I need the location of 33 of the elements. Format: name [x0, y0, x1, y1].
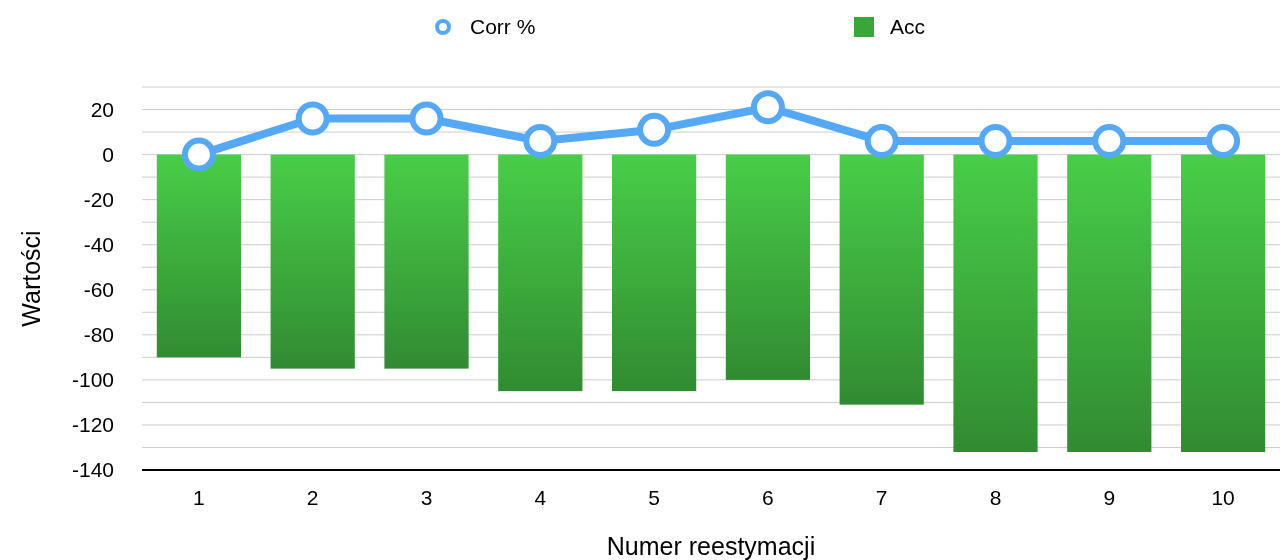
x-tick-label: 5: [648, 486, 660, 509]
x-tick-label: 2: [306, 486, 319, 509]
y-tick-label: -140: [71, 458, 114, 482]
x-tick-label: 10: [1211, 486, 1235, 509]
x-axis-title: Numer reestymacji: [606, 532, 816, 560]
x-tick-label: 7: [875, 486, 888, 509]
y-tick-label: 0: [102, 142, 114, 166]
point: [1092, 124, 1127, 159]
point: [181, 137, 216, 172]
point: [1206, 124, 1241, 159]
x-tick-label: 8: [989, 486, 1002, 509]
legend-label: Acc: [890, 15, 926, 39]
point: [409, 101, 444, 136]
legend-label: Corr %: [470, 15, 536, 39]
point: [978, 124, 1013, 159]
point: [864, 124, 899, 159]
y-tick-label: 20: [90, 97, 114, 121]
y-tick-label: -20: [83, 188, 114, 211]
point: [750, 90, 785, 125]
point: [295, 101, 330, 136]
y-tick-label: -100: [71, 368, 114, 392]
x-tick-label: 3: [420, 486, 433, 509]
x-tick-label: 4: [534, 486, 547, 509]
x-tick-label: 1: [193, 486, 205, 509]
y-tick-label: -120: [71, 413, 114, 437]
y-tick-label: -60: [83, 278, 114, 302]
x-tick-label: 9: [1103, 486, 1116, 509]
x-tick-label: 6: [762, 486, 774, 509]
y-axis-title: Wartości: [17, 230, 45, 327]
y-tick-label: -80: [83, 323, 114, 347]
y-tick-label: -40: [83, 233, 114, 257]
point: [637, 112, 672, 147]
point: [523, 124, 558, 159]
